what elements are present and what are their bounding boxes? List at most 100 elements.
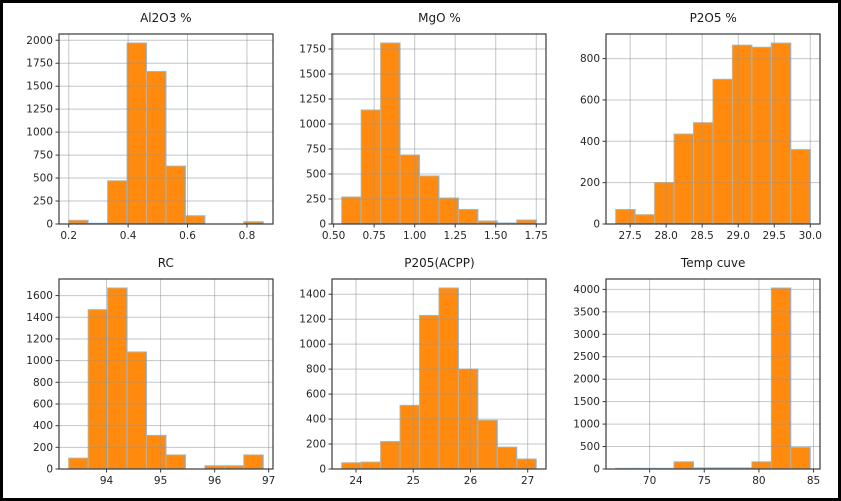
histogram-al2o3: Al2O3 % 0.2 0.4 0.6 0.8 0 250 500 750 1000 1250 15… (11, 6, 283, 251)
histogram-bar (361, 461, 382, 470)
x-tick-label: 26 (464, 475, 478, 487)
figure-grid: Al2O3 % 0.2 0.4 0.6 0.8 0 250 500 750 1000 1250 15… (3, 3, 838, 498)
y-tick-label: 1400 (300, 289, 327, 301)
y-tick-label: 0 (320, 464, 327, 476)
x-tick-label: 1.75 (525, 230, 548, 242)
x-tick-label: 27 (521, 475, 534, 487)
y-tick-label: 2000 (573, 374, 600, 386)
y-tick-label: 1750 (300, 44, 327, 56)
histogram-bar (732, 44, 753, 225)
histogram-bar (516, 219, 538, 225)
chart-canvas: 94 95 96 97 0 200 400 600 800 1000 1200 1400 1600 (26, 278, 275, 487)
chart-canvas: 70 75 80 85 0 500 1000 1500 2000 2500 3000 3500 4000 (573, 278, 821, 487)
y-tick-label: 0 (593, 219, 600, 231)
chart-title: Al2O3 % (140, 11, 192, 25)
histogram-bar (380, 441, 402, 470)
y-tick-label: 1000 (26, 355, 53, 367)
y-tick-label: 0 (46, 219, 53, 231)
x-tick-label: 27.5 (619, 230, 642, 242)
x-tick-label: 85 (807, 475, 820, 487)
y-tick-label: 800 (580, 53, 600, 65)
x-tick-label: 0.50 (322, 230, 345, 242)
histogram-bar (126, 351, 147, 470)
y-tick-label: 0 (593, 464, 600, 476)
y-tick-label: 600 (306, 389, 326, 401)
histogram-bar (712, 78, 734, 225)
y-tick-label: 1400 (26, 312, 53, 324)
chart-title: MgO % (418, 11, 461, 25)
histogram-bar (477, 419, 499, 470)
y-tick-label: 500 (580, 441, 600, 453)
x-tick-label: 70 (643, 475, 656, 487)
histogram-bar (361, 109, 382, 225)
x-tick-label: 0.6 (179, 230, 196, 242)
chart-canvas: 0.2 0.4 0.6 0.8 0 250 500 750 1000 1250 1500 1750 20… (26, 33, 274, 242)
y-tick-label: 1000 (26, 127, 53, 139)
x-tick-label: 29.5 (763, 230, 786, 242)
plot-border (605, 33, 821, 225)
y-tick-label: 1250 (300, 94, 327, 106)
histogram-bar (654, 182, 675, 225)
x-tick-label: 1.50 (485, 230, 508, 242)
histogram-bar (693, 122, 714, 225)
x-tick-label: 0.8 (238, 230, 255, 242)
y-tick-label: 200 (306, 439, 326, 451)
y-tick-label: 0 (320, 219, 327, 231)
y-tick-label: 1250 (26, 104, 53, 116)
histogram-bar (751, 46, 773, 225)
histogram-bar (184, 215, 206, 225)
y-tick-label: 600 (580, 94, 600, 106)
y-tick-label: 1500 (573, 396, 600, 408)
plot-border (58, 278, 274, 470)
y-tick-label: 1500 (26, 81, 53, 93)
y-tick-label: 750 (306, 144, 326, 156)
y-tick-label: 250 (306, 194, 326, 206)
y-tick-label: 200 (33, 442, 53, 454)
chart-title: P2O5 % (689, 11, 737, 25)
y-tick-label: 600 (33, 398, 53, 410)
y-tick-label: 400 (306, 414, 326, 426)
histogram-bar (615, 209, 636, 225)
histogram-bar (419, 314, 440, 470)
x-tick-label: 75 (698, 475, 711, 487)
x-tick-label: 1.25 (444, 230, 467, 242)
histogram-mgo: MgO % 0.50 0.75 1.00 1.25 1.50 1.75 0 250 500 750… (285, 6, 557, 251)
histogram-bar (165, 454, 186, 470)
y-tick-label: 1200 (300, 314, 327, 326)
histogram-bar (341, 462, 363, 470)
histogram-bar (771, 287, 792, 470)
x-tick-label: 80 (752, 475, 765, 487)
histogram-bar (243, 454, 264, 470)
histogram-bar (400, 154, 421, 225)
x-tick-label: 29.0 (727, 230, 750, 242)
x-tick-label: 96 (208, 475, 222, 487)
histogram-bar (790, 446, 811, 470)
histogram-bar (126, 42, 147, 225)
plot-border (331, 278, 548, 470)
chart-canvas: 0.50 0.75 1.00 1.25 1.50 1.75 0 250 500 750 1000 12… (300, 33, 548, 242)
chart-title: Temp cuve (680, 256, 746, 270)
histogram-rc: RC 94 95 96 97 0 200 400 600 800 1000 1200 1400 1600 (11, 251, 283, 496)
histogram-bar (790, 149, 811, 225)
y-tick-label: 800 (306, 364, 326, 376)
histogram-p2o5: P2O5 % 27.5 28.0 28.5 29.0 29.5 30.0 0 200 400 60… (558, 6, 830, 251)
x-tick-label: 0.2 (60, 230, 77, 242)
x-tick-label: 95 (154, 475, 167, 487)
x-tick-label: 0.4 (120, 230, 137, 242)
plot-border (605, 278, 821, 470)
x-tick-label: 28.0 (655, 230, 678, 242)
y-tick-label: 3000 (573, 329, 600, 341)
y-tick-label: 500 (33, 173, 53, 185)
histogram-bar (673, 133, 695, 225)
y-tick-label: 0 (46, 464, 53, 476)
histogram-p205-acpp: P205(ACPP) 24 25 26 27 0 200 400 600 800 1000 1200… (285, 251, 557, 496)
histogram-bar (106, 287, 128, 470)
y-tick-label: 400 (580, 136, 600, 148)
histogram-bar (458, 209, 479, 225)
plot-border (58, 33, 274, 225)
y-tick-label: 400 (33, 420, 53, 432)
y-tick-label: 4000 (573, 284, 600, 296)
x-tick-label: 1.00 (403, 230, 426, 242)
x-tick-label: 28.5 (691, 230, 714, 242)
